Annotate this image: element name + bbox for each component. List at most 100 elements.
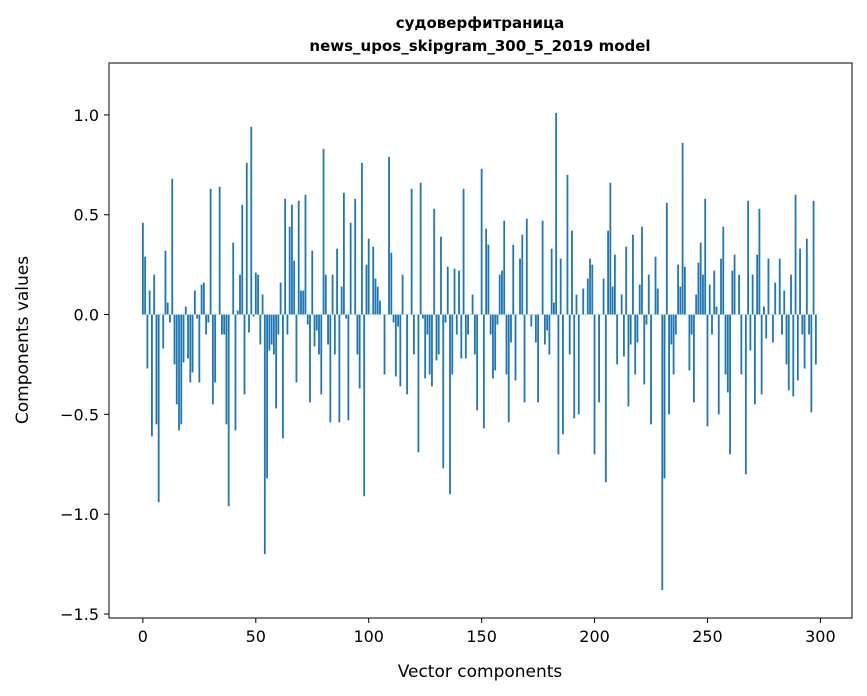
- bar-65: [288, 226, 291, 315]
- bar-199: [591, 264, 594, 315]
- bar-279: [772, 314, 774, 343]
- bar-32: [214, 314, 217, 383]
- bar-220: [638, 284, 641, 315]
- bar-181: [550, 248, 553, 315]
- bar-132: [440, 236, 442, 315]
- bar-208: [611, 286, 614, 315]
- bar-88: [340, 286, 343, 315]
- bar-200: [593, 314, 596, 455]
- bar-25: [198, 314, 201, 383]
- bar-115: [401, 274, 404, 315]
- x-tick-label: 0: [138, 627, 148, 646]
- bar-76: [313, 314, 316, 347]
- bar-159: [501, 270, 503, 315]
- bar-78: [318, 314, 320, 355]
- y-tick-label: 0.0: [74, 306, 99, 325]
- bar-243: [690, 314, 693, 335]
- bar-146: [471, 294, 474, 315]
- bar-238: [679, 286, 682, 315]
- bar-167: [519, 258, 521, 315]
- bar-96: [358, 314, 361, 389]
- bar-262: [733, 254, 736, 315]
- bar-95: [356, 314, 359, 355]
- bar-179: [546, 314, 549, 331]
- bar-182: [552, 302, 555, 315]
- bar-245: [695, 294, 698, 315]
- bar-156: [494, 314, 497, 371]
- bar-280: [774, 282, 777, 315]
- y-tick-label: −1.0: [60, 505, 99, 524]
- bar-74: [309, 314, 311, 403]
- bar-143: [464, 314, 467, 359]
- bar-248: [702, 274, 704, 315]
- bar-261: [731, 270, 734, 315]
- bar-147: [473, 314, 476, 355]
- bar-52: [259, 314, 262, 345]
- bar-247: [699, 242, 702, 315]
- bar-130: [435, 314, 438, 361]
- bar-250: [706, 314, 709, 427]
- bar-37: [225, 314, 228, 425]
- bar-297: [812, 200, 815, 315]
- bar-253: [713, 270, 716, 315]
- bar-290: [796, 314, 799, 381]
- bar-267: [744, 314, 747, 475]
- bar-2: [146, 314, 149, 369]
- bar-170: [525, 218, 528, 315]
- bar-100: [367, 238, 370, 315]
- bar-40: [232, 242, 235, 315]
- bar-102: [372, 246, 375, 315]
- bar-29: [207, 314, 210, 323]
- bar-163: [510, 314, 512, 343]
- bar-125: [424, 314, 427, 379]
- bar-274: [760, 314, 763, 395]
- bar-42: [236, 310, 239, 315]
- bar-172: [530, 314, 533, 327]
- bar-270: [751, 274, 754, 315]
- bar-221: [641, 226, 643, 315]
- bar-298: [814, 314, 817, 365]
- bar-190: [571, 230, 573, 315]
- bar-272: [756, 254, 759, 315]
- bar-31: [211, 314, 214, 405]
- bar-232: [665, 202, 668, 315]
- bar-75: [311, 250, 314, 315]
- bar-112: [394, 314, 397, 377]
- bars-group: [141, 112, 820, 591]
- bar-11: [166, 302, 169, 315]
- bar-24: [196, 314, 198, 319]
- bar-217: [632, 234, 634, 315]
- bar-30: [209, 188, 212, 315]
- bar-230: [661, 314, 664, 591]
- bar-66: [291, 204, 293, 315]
- bar-158: [498, 274, 501, 315]
- bar-79: [320, 314, 323, 395]
- bar-206: [607, 230, 609, 315]
- bar-20: [187, 314, 189, 359]
- bar-18: [182, 314, 185, 363]
- bar-68: [295, 314, 298, 383]
- bar-228: [656, 288, 659, 315]
- bar-134: [444, 314, 447, 323]
- bar-271: [753, 314, 756, 405]
- bar-233: [668, 314, 670, 415]
- bar-36: [223, 314, 226, 335]
- bar-131: [437, 314, 440, 355]
- bar-276: [765, 314, 768, 339]
- bar-27: [202, 282, 205, 315]
- bar-84: [331, 274, 334, 315]
- bar-142: [462, 188, 465, 315]
- bar-61: [279, 282, 282, 315]
- bar-97: [361, 162, 363, 315]
- bar-12: [169, 314, 171, 323]
- bar-91: [347, 314, 350, 421]
- bar-216: [629, 314, 632, 345]
- bar-246: [697, 262, 700, 315]
- x-tick-label: 300: [805, 627, 836, 646]
- bar-90: [345, 314, 348, 319]
- bar-259: [726, 314, 729, 393]
- bar-168: [521, 234, 524, 315]
- x-axis-label: Vector components: [398, 662, 563, 682]
- bar-249: [704, 198, 707, 315]
- bar-265: [740, 314, 743, 375]
